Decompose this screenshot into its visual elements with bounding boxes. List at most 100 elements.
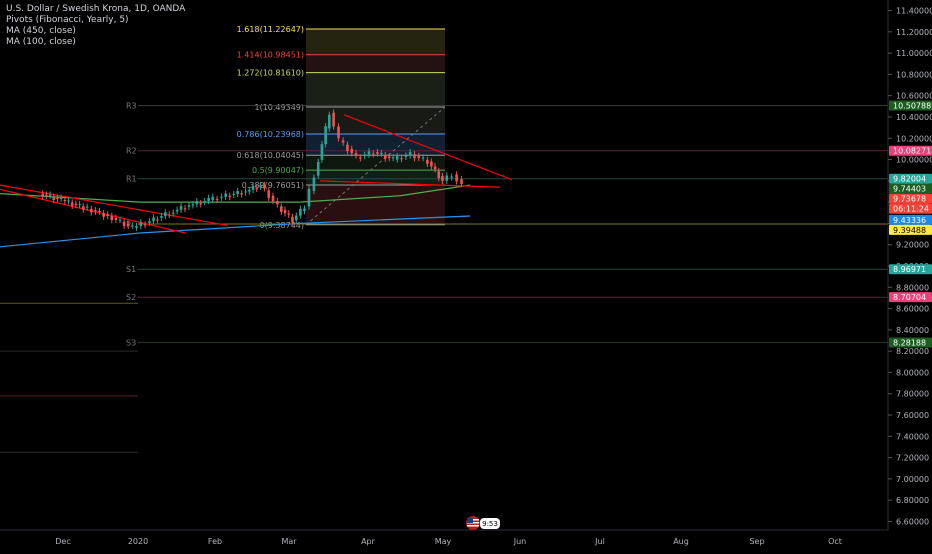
- candle-body: [391, 157, 395, 159]
- candle-body: [433, 166, 437, 170]
- fib-level-label: 0.5(9.90047): [252, 166, 304, 175]
- candle-body: [143, 224, 147, 226]
- legend-title[interactable]: U.S. Dollar / Swedish Krona, 1D, OANDA: [6, 4, 186, 14]
- us-flag-icon[interactable]: 9:53: [464, 515, 504, 531]
- y-tick-label: 10.80000: [896, 70, 932, 79]
- candle-body: [251, 186, 255, 190]
- fib-zone: [306, 28, 445, 55]
- candle-body: [70, 202, 74, 206]
- fib-level-label: 0(9.38744): [260, 221, 304, 230]
- fib-level-label: 1.618(11.22647): [237, 25, 304, 34]
- candle-body: [74, 203, 78, 205]
- x-tick-label: Apr: [361, 537, 376, 546]
- candle-body: [367, 151, 371, 155]
- candle-body: [240, 193, 243, 195]
- fib-level-label: 1.272(10.81610): [237, 69, 304, 78]
- candle-body: [199, 203, 203, 205]
- trendline: [319, 180, 501, 188]
- candle-body: [102, 213, 105, 217]
- candle-body: [232, 194, 236, 196]
- candle-body: [215, 198, 219, 200]
- pivot-label: S1: [126, 265, 136, 274]
- candle-body: [287, 213, 291, 215]
- legend-ma-100[interactable]: MA (100, close): [6, 37, 76, 47]
- fib-zone: [306, 54, 445, 73]
- candle-body: [135, 226, 138, 228]
- candle-body: [106, 214, 109, 216]
- candle-body: [179, 206, 183, 210]
- fib-zone: [306, 155, 445, 171]
- candle-body: [354, 153, 358, 156]
- candle-body: [45, 194, 48, 196]
- price-label-text: 10.50788: [893, 101, 931, 110]
- y-tick-label: 6.60000: [896, 517, 929, 526]
- price-label-tag: [889, 264, 932, 275]
- candle-body: [67, 200, 70, 202]
- y-tick-label: 10.60000: [896, 92, 932, 101]
- price-label-tag: [889, 337, 932, 348]
- x-tick-label: Feb: [208, 537, 222, 546]
- candle-body: [48, 194, 52, 196]
- candle-body: [337, 126, 340, 139]
- fib-level-label: 0.382(9.76051): [242, 181, 304, 190]
- price-label-tag: [889, 214, 932, 225]
- candle-body: [211, 196, 215, 200]
- candle-body: [171, 212, 175, 214]
- candle-body: [59, 197, 63, 199]
- candle-body: [89, 208, 93, 213]
- legend-ma-450[interactable]: MA (450, close): [6, 26, 76, 36]
- y-tick-label: 10.00000: [896, 156, 932, 165]
- y-tick-label: 7.40000: [896, 432, 929, 441]
- candle-body: [346, 144, 349, 152]
- candle-body: [359, 157, 362, 159]
- candle-body: [294, 215, 298, 221]
- candle-body: [228, 195, 232, 198]
- candle-body: [85, 206, 89, 208]
- price-label-text: 9.39488: [893, 226, 926, 235]
- fib-level-label: 0.786(10.23968): [237, 130, 304, 139]
- candle-body: [324, 126, 327, 145]
- x-tick-label: 2020: [128, 537, 148, 546]
- price-label-tag: [889, 173, 932, 184]
- ma-450-line: [0, 215, 471, 248]
- pivot-label: R3: [126, 101, 137, 110]
- x-tick-label: Mar: [281, 537, 297, 546]
- pivot-label: S3: [126, 338, 136, 347]
- candle-body: [130, 225, 134, 227]
- candle-body: [78, 204, 81, 206]
- candle-body: [122, 221, 126, 226]
- candle-body: [167, 214, 171, 216]
- y-tick-label: 8.20000: [896, 347, 929, 356]
- price-label-text: 8.96971: [893, 265, 926, 274]
- y-tick-label: 7.80000: [896, 390, 929, 399]
- price-label-tag: [889, 145, 932, 156]
- candle-body: [327, 114, 331, 129]
- candle-body: [152, 217, 155, 222]
- candle-body: [291, 216, 294, 223]
- x-tick-label: Oct: [828, 537, 842, 546]
- candle-body: [267, 190, 271, 198]
- pivot-label: R1: [126, 175, 137, 184]
- price-label-tag: [889, 292, 932, 303]
- candle-body: [404, 155, 408, 157]
- candle-body: [110, 215, 114, 221]
- price-label-tag: [889, 193, 932, 204]
- y-tick-label: 11.40000: [896, 7, 932, 16]
- candle-body: [248, 189, 251, 192]
- price-label-text: 9.82004: [893, 175, 926, 184]
- y-tick-label: 7.00000: [896, 475, 929, 484]
- candle-body: [455, 174, 458, 182]
- candle-body: [380, 152, 383, 154]
- candle-body: [263, 185, 266, 189]
- fib-zone: [306, 185, 445, 225]
- candle-body: [52, 196, 56, 200]
- price-label-tag: [889, 224, 932, 235]
- x-tick-label: Jun: [513, 537, 527, 546]
- trendline: [0, 184, 229, 227]
- candle-body: [195, 201, 199, 205]
- legend-pivots[interactable]: Pivots (Fibonacci, Yearly, 5): [6, 15, 129, 25]
- candle-body: [400, 158, 403, 160]
- candle-body: [320, 144, 324, 160]
